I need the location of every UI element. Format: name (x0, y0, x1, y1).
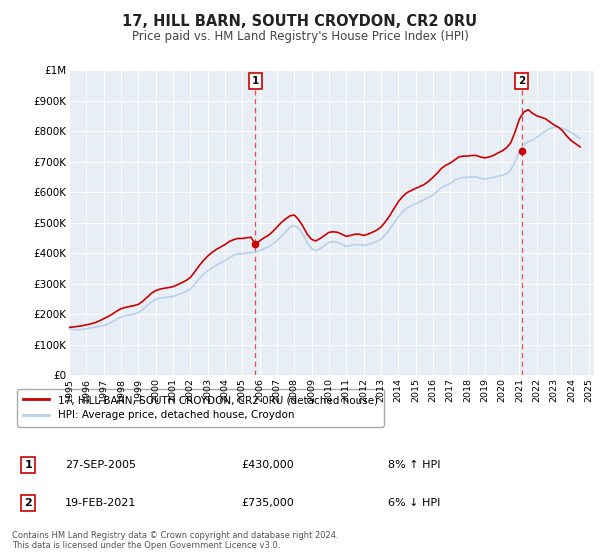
Text: 19-FEB-2021: 19-FEB-2021 (65, 498, 136, 508)
Text: £735,000: £735,000 (241, 498, 294, 508)
Text: 8% ↑ HPI: 8% ↑ HPI (388, 460, 440, 470)
Text: 2: 2 (518, 76, 526, 86)
Text: £430,000: £430,000 (241, 460, 294, 470)
Text: 1: 1 (25, 460, 32, 470)
Legend: 17, HILL BARN, SOUTH CROYDON, CR2 0RU (detached house), HPI: Average price, deta: 17, HILL BARN, SOUTH CROYDON, CR2 0RU (d… (17, 389, 384, 427)
Text: 6% ↓ HPI: 6% ↓ HPI (388, 498, 440, 508)
Text: 27-SEP-2005: 27-SEP-2005 (65, 460, 136, 470)
Text: 17, HILL BARN, SOUTH CROYDON, CR2 0RU: 17, HILL BARN, SOUTH CROYDON, CR2 0RU (122, 14, 478, 29)
Text: Price paid vs. HM Land Registry's House Price Index (HPI): Price paid vs. HM Land Registry's House … (131, 30, 469, 43)
Text: Contains HM Land Registry data © Crown copyright and database right 2024.
This d: Contains HM Land Registry data © Crown c… (12, 531, 338, 550)
Text: 2: 2 (25, 498, 32, 508)
Text: 1: 1 (251, 76, 259, 86)
